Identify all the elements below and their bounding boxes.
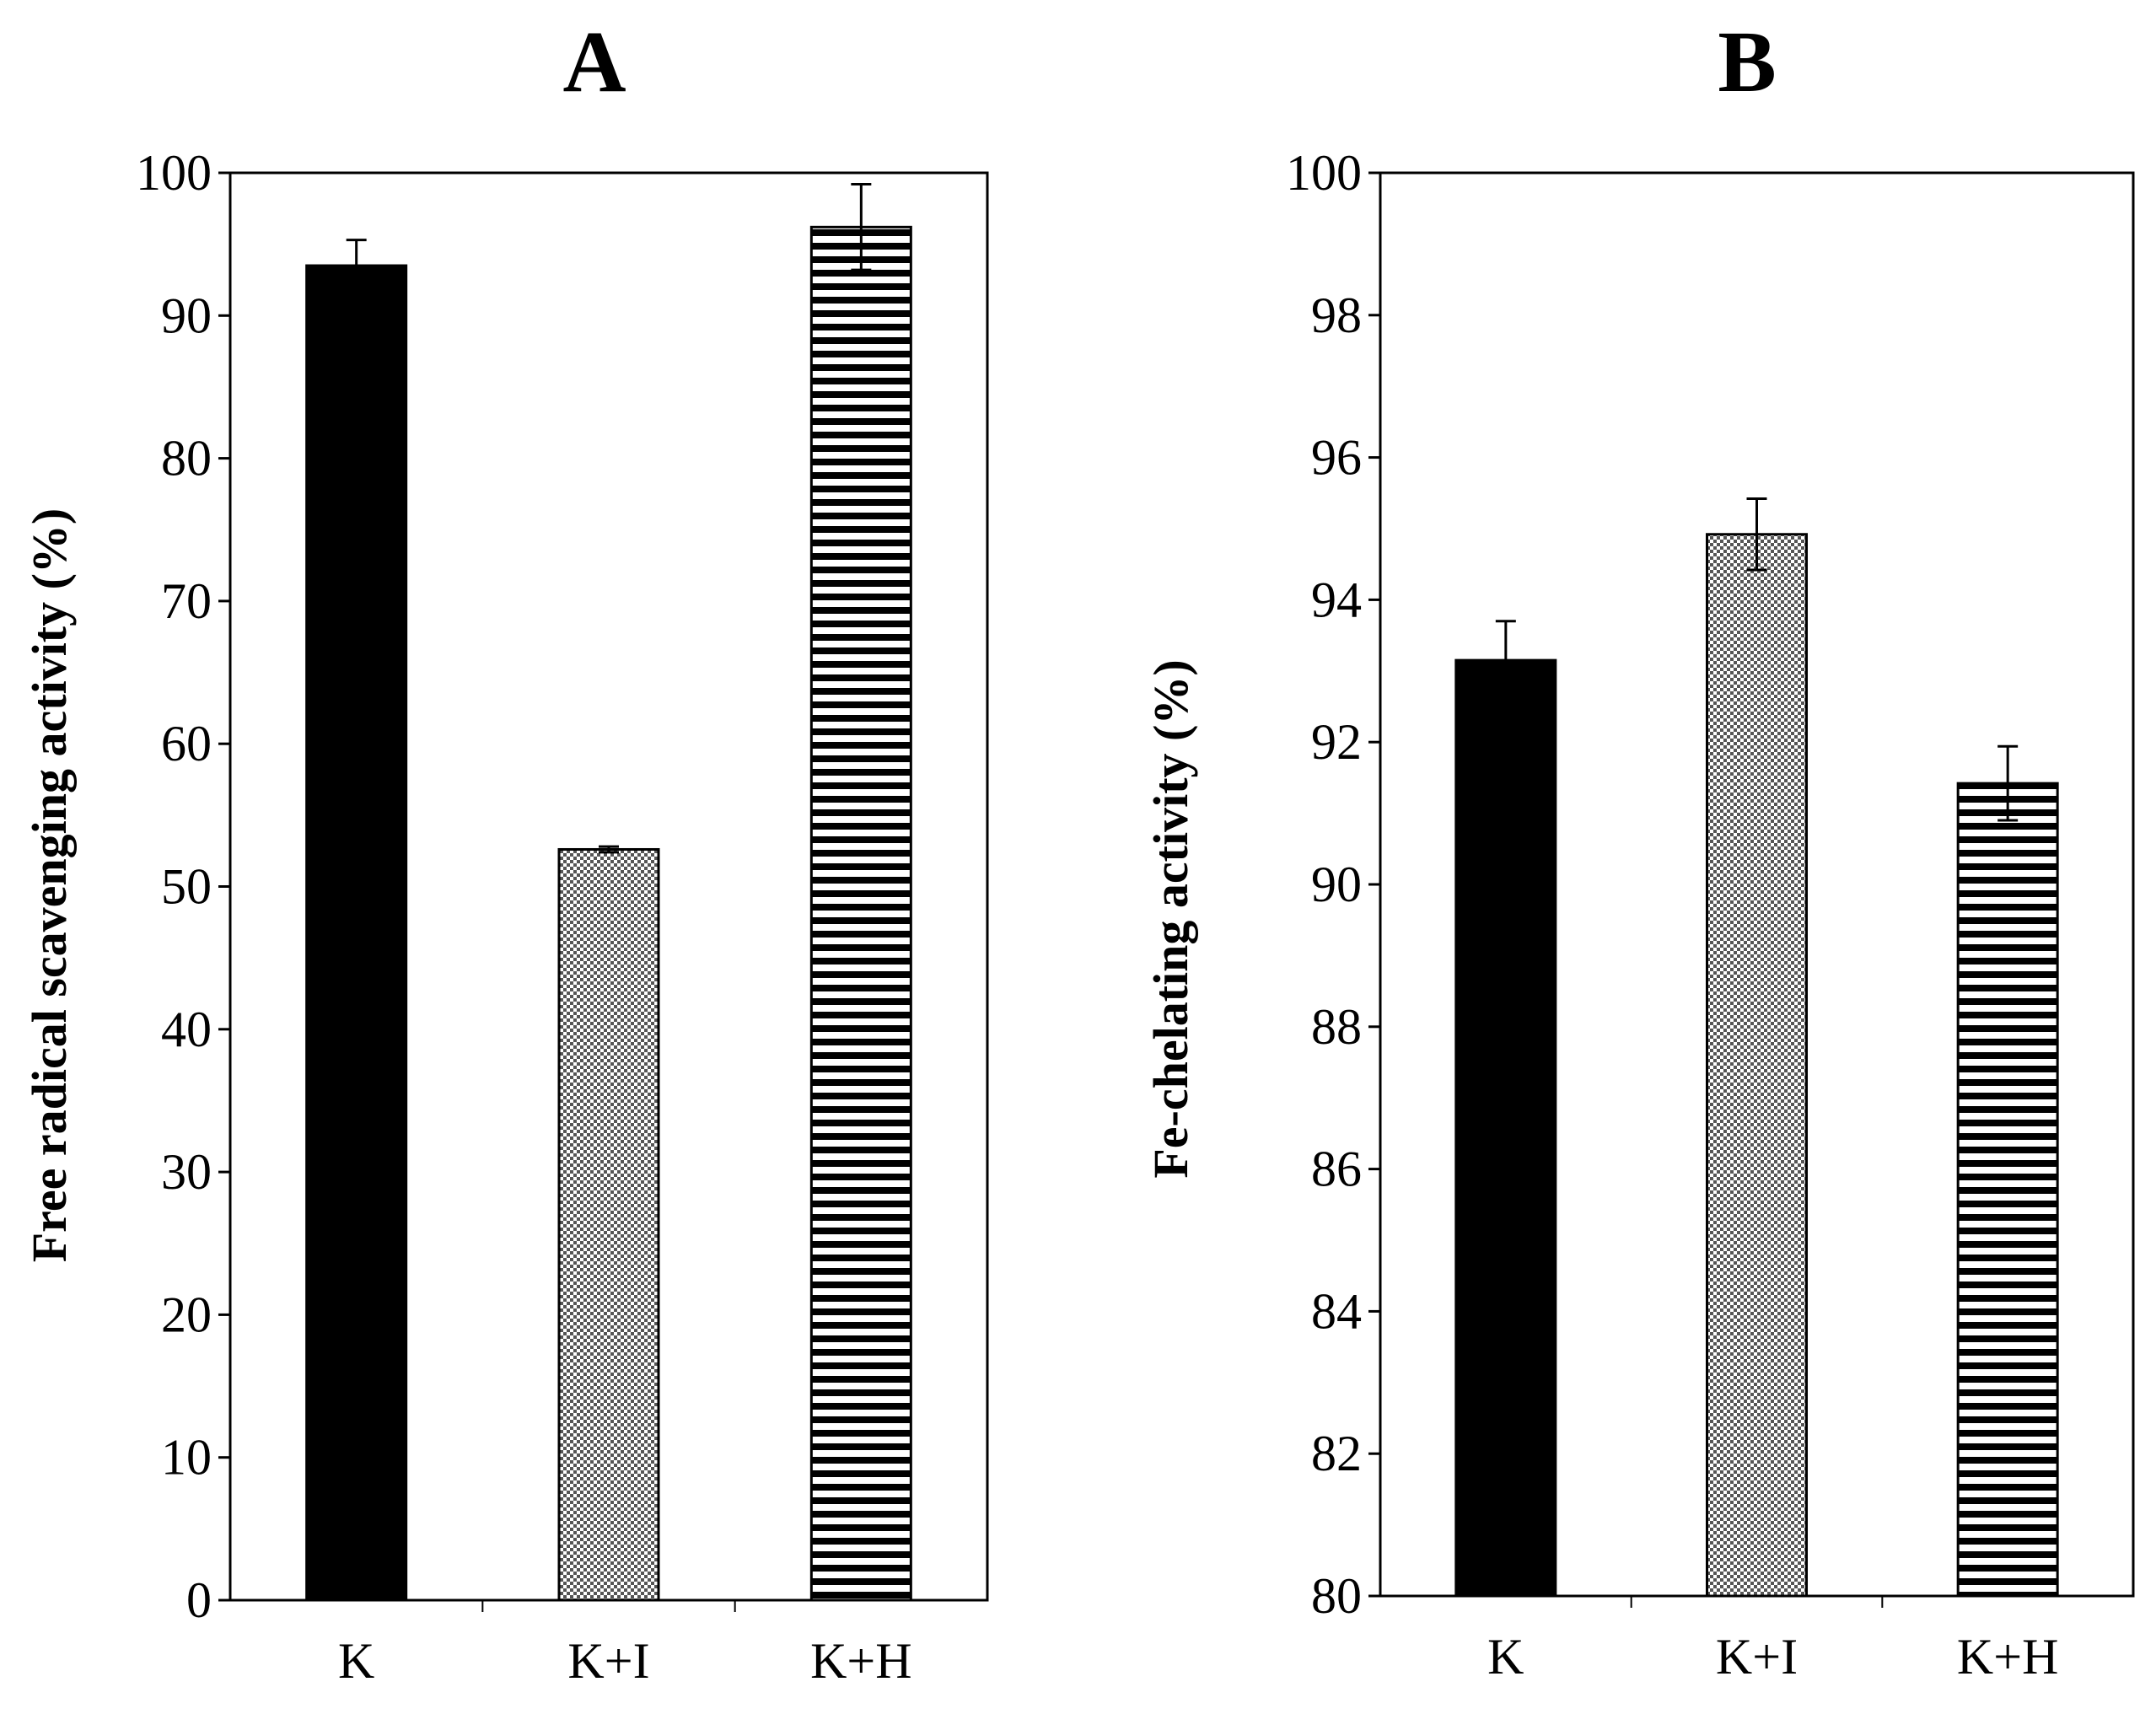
y-tick-label: 50	[161, 859, 212, 915]
panel-title-a: A	[562, 13, 626, 110]
y-axis-label-b: Fe-chelating activity (%)	[1143, 659, 1198, 1178]
y-ticks-a: 0 10 20 30 40 50 60 70 80 90 100	[136, 145, 736, 1628]
y-tick-label: 80	[1311, 1568, 1362, 1624]
y-ticks-b: 80 82 84 86 88 90 92 94 96 98 100	[1286, 145, 1884, 1624]
y-tick-label: 60	[161, 716, 212, 771]
chart-panel-a: A 0 10 20 30 40 50 60 70 80 90 100 K K+I K+H Free ra…	[22, 13, 989, 1689]
x-category-label: K	[1487, 1629, 1524, 1684]
y-tick-label: 100	[136, 145, 212, 201]
x-category-label: K+H	[1957, 1629, 2059, 1684]
y-tick-label: 88	[1311, 999, 1362, 1055]
y-tick-label: 100	[1286, 145, 1362, 201]
bar-k-plus-i	[557, 847, 660, 1602]
x-category-label: K+H	[810, 1633, 912, 1689]
y-tick-label: 0	[186, 1572, 212, 1628]
bars-b	[1454, 497, 2059, 1598]
bar-k-plus-h	[809, 225, 912, 1602]
bar-k-plus-h	[1956, 782, 2059, 1598]
bars-a	[305, 183, 912, 1602]
y-tick-label: 90	[161, 287, 212, 343]
chart-panel-b: B 80 82 84 86 88 90 92 94 96 98 100 K K+I K+H Fe-che…	[1143, 13, 2135, 1684]
y-tick-label: 30	[161, 1144, 212, 1200]
y-tick-label: 98	[1311, 287, 1362, 343]
y-tick-label: 20	[161, 1287, 212, 1342]
bar-k	[1454, 658, 1557, 1598]
x-categories-b: K K+I K+H	[1487, 1629, 2058, 1684]
x-category-label: K+I	[567, 1633, 649, 1689]
y-tick-label: 86	[1311, 1142, 1362, 1197]
y-axis-label-a: Free radical scavenging activity (%)	[22, 508, 77, 1263]
x-categories-a: K K+I K+H	[338, 1633, 912, 1689]
y-tick-label: 70	[161, 573, 212, 629]
bar-k-plus-i	[1706, 533, 1808, 1598]
y-tick-label: 96	[1311, 430, 1362, 486]
x-category-label: K+I	[1716, 1629, 1798, 1684]
x-category-label: K	[338, 1633, 374, 1689]
panel-title-b: B	[1718, 13, 1776, 110]
y-tick-label: 94	[1311, 572, 1362, 627]
y-tick-label: 40	[161, 1002, 212, 1057]
y-tick-label: 82	[1311, 1426, 1362, 1481]
y-tick-label: 80	[161, 431, 212, 486]
bar-k	[305, 264, 408, 1602]
y-tick-label: 10	[161, 1430, 212, 1486]
y-tick-label: 92	[1311, 714, 1362, 770]
y-tick-label: 84	[1311, 1283, 1362, 1339]
y-tick-label: 90	[1311, 857, 1362, 912]
